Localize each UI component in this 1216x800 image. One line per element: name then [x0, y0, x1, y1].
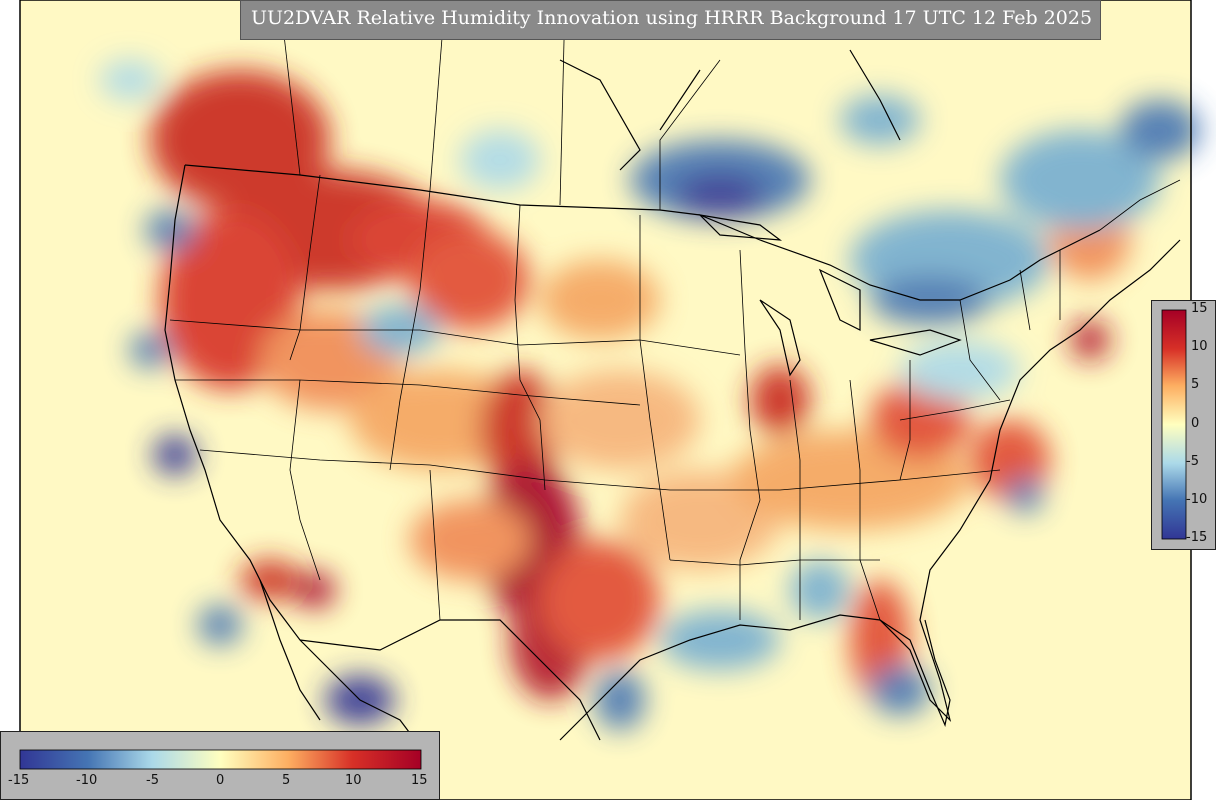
mexico-border — [299, 619, 601, 741]
florida-coastline — [879, 619, 951, 728]
cb-h-tick-label: 0 — [216, 773, 225, 788]
cb-h-tick-label: 5 — [282, 773, 291, 788]
cb-h-tick-label: -5 — [146, 773, 159, 788]
gulf-east-coastline — [559, 239, 1181, 741]
cb-v-tick-label: -15 — [1186, 530, 1208, 545]
cb-h-tick-label: -15 — [8, 773, 30, 788]
cb-v-tick-label: 5 — [1191, 377, 1200, 392]
cb-v-tick-label: 15 — [1191, 301, 1208, 316]
map-title: UU2DVAR Relative Humidity Innovation usi… — [250, 7, 1093, 29]
northern-coastline — [559, 49, 901, 171]
great-lakes — [698, 214, 962, 377]
west-coastline — [164, 164, 431, 761]
cb-h-tick-label: 15 — [411, 773, 428, 788]
cb-v-tick-label: -5 — [1186, 454, 1199, 469]
baja-coastline — [259, 579, 321, 721]
cb-v-tick-label: -10 — [1186, 492, 1208, 507]
cb-v-tick-label: 0 — [1191, 416, 1200, 431]
map-boundaries — [164, 49, 1181, 761]
state-borders — [169, 174, 1061, 621]
colorbar-vertical-panel — [1151, 300, 1216, 550]
cb-v-tick-label: 10 — [1191, 339, 1208, 354]
cb-h-tick-label: -10 — [76, 773, 98, 788]
humidity-field — [100, 60, 1200, 730]
cb-h-tick-label: 10 — [345, 773, 362, 788]
colorbar-horizontal-panel — [0, 731, 440, 800]
canada-us-border — [184, 164, 1101, 301]
title-box: UU2DVAR Relative Humidity Innovation usi… — [240, 0, 1101, 40]
